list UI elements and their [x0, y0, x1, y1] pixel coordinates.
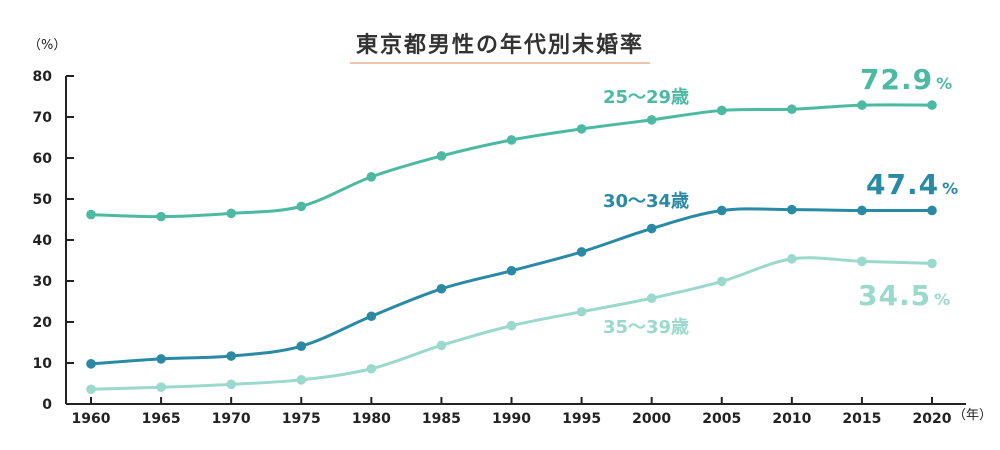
data-point — [857, 100, 867, 110]
data-point — [86, 384, 96, 395]
y-tick-label: 50 — [33, 192, 53, 208]
data-point — [436, 340, 447, 351]
y-tick-label: 40 — [33, 233, 53, 249]
data-point — [436, 151, 447, 161]
x-tick-label: 2015 — [842, 411, 881, 427]
data-point — [296, 201, 307, 212]
data-point — [86, 359, 96, 369]
y-tick-label: 70 — [33, 110, 53, 126]
data-point — [927, 205, 937, 216]
data-point — [506, 320, 517, 331]
data-point — [646, 293, 657, 304]
series-name-label: 25～29歳 — [603, 87, 689, 108]
x-tick-label: 1970 — [212, 411, 251, 427]
data-point — [646, 115, 657, 125]
x-tick-label: 1995 — [562, 411, 601, 427]
series-2 — [86, 204, 937, 369]
data-point — [576, 247, 587, 257]
data-point — [576, 306, 587, 317]
data-point — [787, 204, 797, 215]
y-axis-unit: （%） — [28, 38, 66, 53]
series-layer — [86, 100, 937, 395]
data-point — [576, 124, 587, 134]
series-3 — [86, 254, 937, 395]
data-point — [156, 382, 166, 392]
data-point — [86, 209, 96, 220]
x-tick-label: 2010 — [772, 411, 811, 427]
data-point — [716, 105, 727, 116]
x-tick-label: 1990 — [492, 411, 531, 427]
data-point — [787, 254, 797, 264]
data-point — [156, 354, 166, 364]
data-point — [716, 276, 727, 287]
data-point — [436, 283, 447, 294]
x-tick-label: 1985 — [422, 411, 461, 427]
data-point — [226, 208, 236, 219]
data-point — [927, 100, 937, 110]
x-axis-unit: （年） — [953, 408, 992, 423]
data-point — [366, 363, 377, 374]
labels-layer: 25～29歳 72.9 % 30～34歳 47.4 % 35～39歳 34.5% — [603, 63, 958, 338]
y-tick-label: 20 — [33, 315, 53, 331]
data-point — [226, 379, 236, 390]
final-value-unit: % — [934, 290, 950, 309]
data-point — [646, 223, 657, 234]
y-tick-label: 30 — [33, 274, 53, 290]
x-tick-label: 1965 — [142, 411, 181, 427]
y-tick-label: 80 — [33, 69, 53, 85]
data-point — [506, 135, 517, 145]
series-1 — [86, 100, 937, 222]
data-point — [506, 265, 517, 276]
series-line — [90, 103, 933, 219]
data-point — [716, 205, 727, 216]
y-tick-label: 60 — [33, 151, 53, 167]
data-point — [296, 341, 307, 351]
data-point — [927, 258, 937, 269]
y-tick-label: 0 — [42, 397, 52, 413]
x-tick-label: 2000 — [632, 411, 671, 427]
final-value-label: 72.9 — [860, 63, 933, 96]
x-tick-label: 1980 — [352, 411, 391, 427]
series-name-label: 30～34歳 — [603, 191, 689, 212]
x-tick-label: 1960 — [72, 411, 111, 427]
final-value-label: 47.4 — [866, 168, 939, 201]
y-tick-label: 10 — [33, 356, 53, 372]
final-value-unit: % — [942, 179, 958, 198]
final-value-label: 34.5 — [858, 279, 931, 312]
x-tick-label: 1975 — [282, 411, 321, 427]
data-point — [857, 256, 867, 267]
axes: 0 10 20 30 40 50 60 70 80 1960 1965 1970 1975 1980 198… — [33, 69, 966, 427]
data-point — [226, 351, 236, 361]
series-line — [90, 207, 933, 366]
data-point — [296, 375, 307, 385]
x-tick-label: 2020 — [913, 411, 952, 427]
data-point — [156, 211, 166, 222]
x-tick-label: 2005 — [702, 411, 741, 427]
series-name-label: 35～39歳 — [603, 317, 689, 338]
data-point — [366, 311, 377, 322]
data-point — [366, 172, 377, 182]
data-point — [857, 205, 867, 216]
chart-title: 東京都男性の年代別未婚率 — [356, 32, 644, 58]
data-point — [787, 104, 797, 115]
final-value-unit: % — [936, 74, 952, 93]
